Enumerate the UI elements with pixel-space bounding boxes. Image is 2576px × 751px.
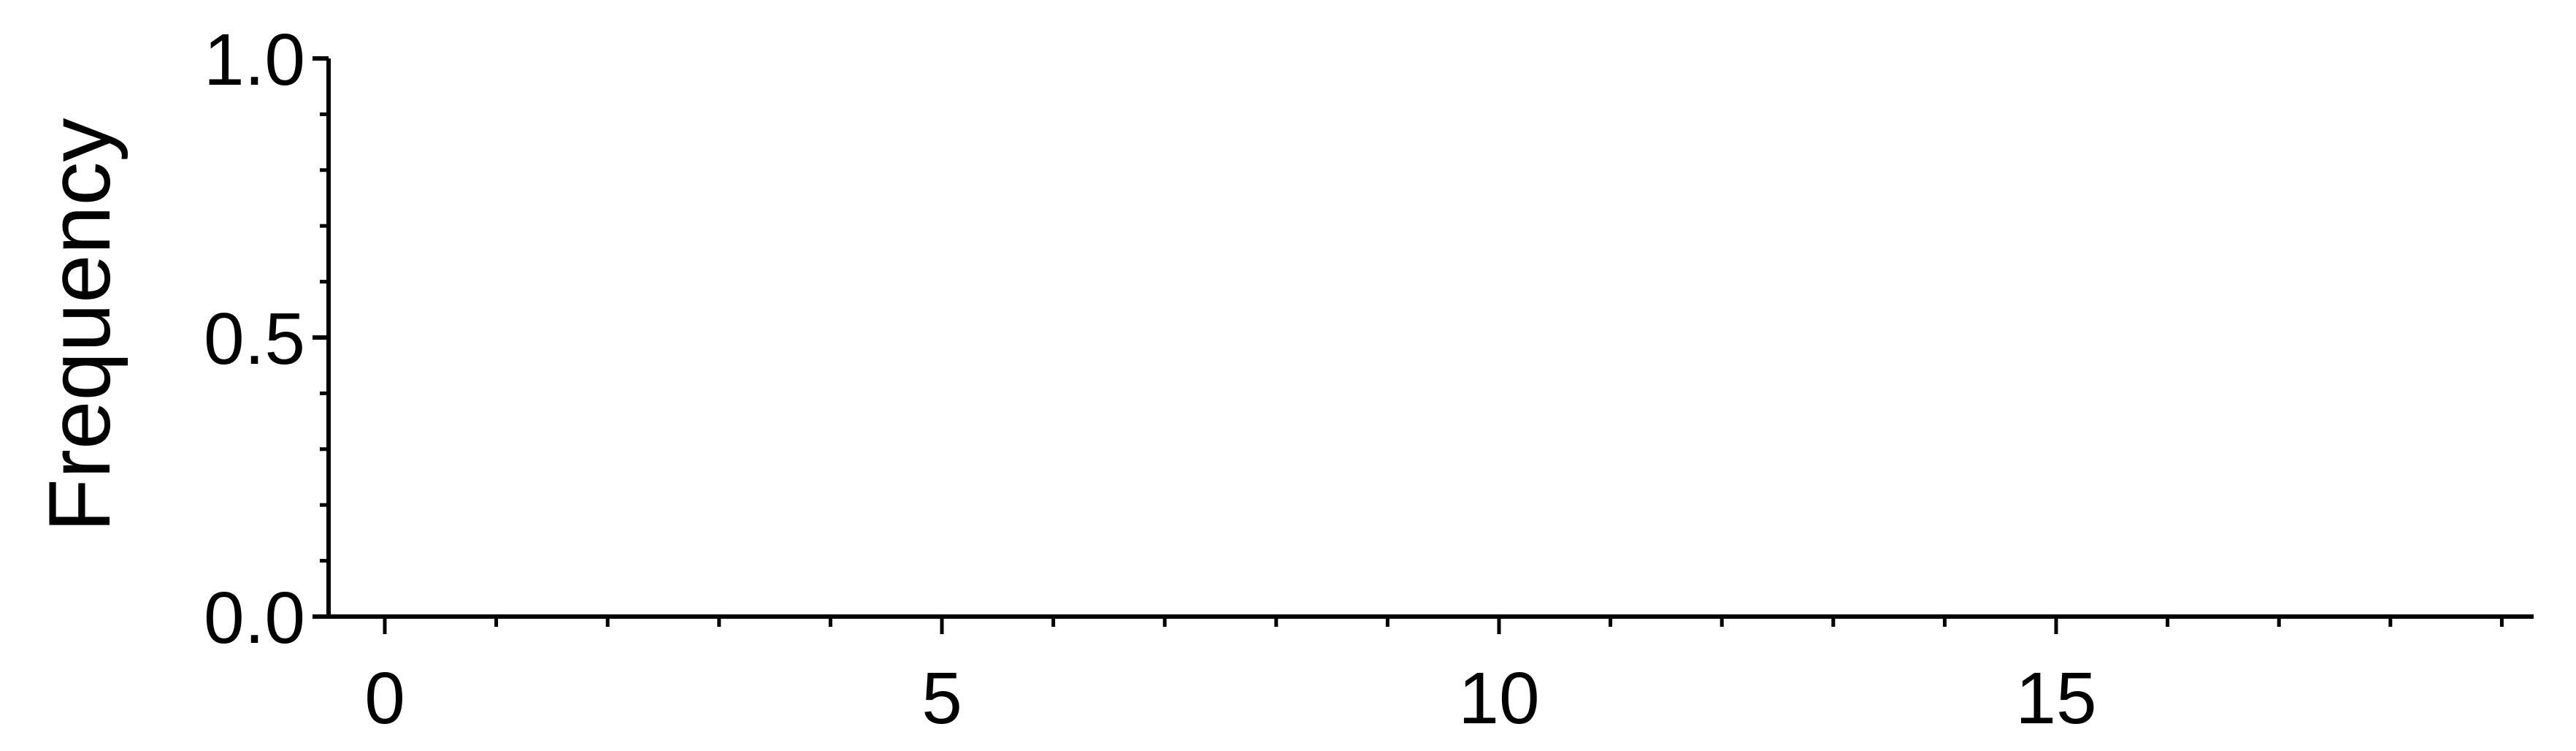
y-tick-label: 0.0 bbox=[204, 577, 305, 659]
y-tick-label: 1.0 bbox=[204, 19, 305, 101]
y-axis-label: Frequency bbox=[31, 118, 129, 533]
x-ticks: 0 5 10 15 bbox=[364, 617, 2504, 739]
x-tick-label: 10 bbox=[1458, 657, 1539, 739]
x-tick-label: 0 bbox=[364, 657, 405, 739]
x-tick-label: 15 bbox=[2015, 657, 2096, 739]
y-tick-label: 0.5 bbox=[204, 298, 305, 380]
y-ticks: 0.0 0.5 1.0 bbox=[204, 19, 329, 659]
axes bbox=[326, 58, 2534, 619]
x-tick-label: 5 bbox=[921, 657, 962, 739]
